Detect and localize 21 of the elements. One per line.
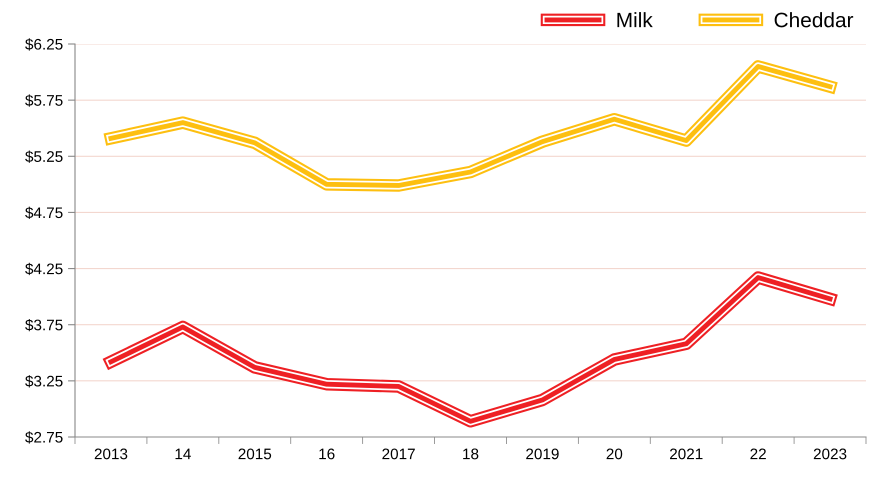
y-tick-label: $2.75	[25, 431, 63, 444]
y-tick-label: $5.75	[25, 94, 63, 107]
y-tick-label: $3.25	[25, 375, 63, 388]
x-tick-label: 18	[463, 448, 478, 460]
x-tick-label: 20	[606, 448, 622, 460]
x-tick-label: 2013	[94, 448, 128, 460]
y-tick-label: $6.25	[25, 38, 63, 51]
legend-label: Milk	[617, 12, 653, 28]
y-tick-label: $3.75	[25, 318, 63, 332]
x-tick-label: 16	[319, 448, 335, 460]
y-tick-label: $5.25	[25, 150, 63, 163]
legend-label: Cheddar	[774, 12, 854, 28]
y-tick-label: $4.25	[25, 262, 63, 276]
x-tick-label: 2017	[382, 448, 415, 460]
x-tick-label: 2023	[814, 448, 846, 460]
x-tick-label: 2015	[238, 448, 272, 460]
y-tick-label: $4.75	[25, 206, 63, 220]
x-tick-label: 14	[176, 448, 191, 460]
x-tick-label: 2019	[526, 448, 559, 460]
x-tick-label: 2021	[670, 448, 702, 460]
x-tick-label: 22	[750, 448, 766, 460]
